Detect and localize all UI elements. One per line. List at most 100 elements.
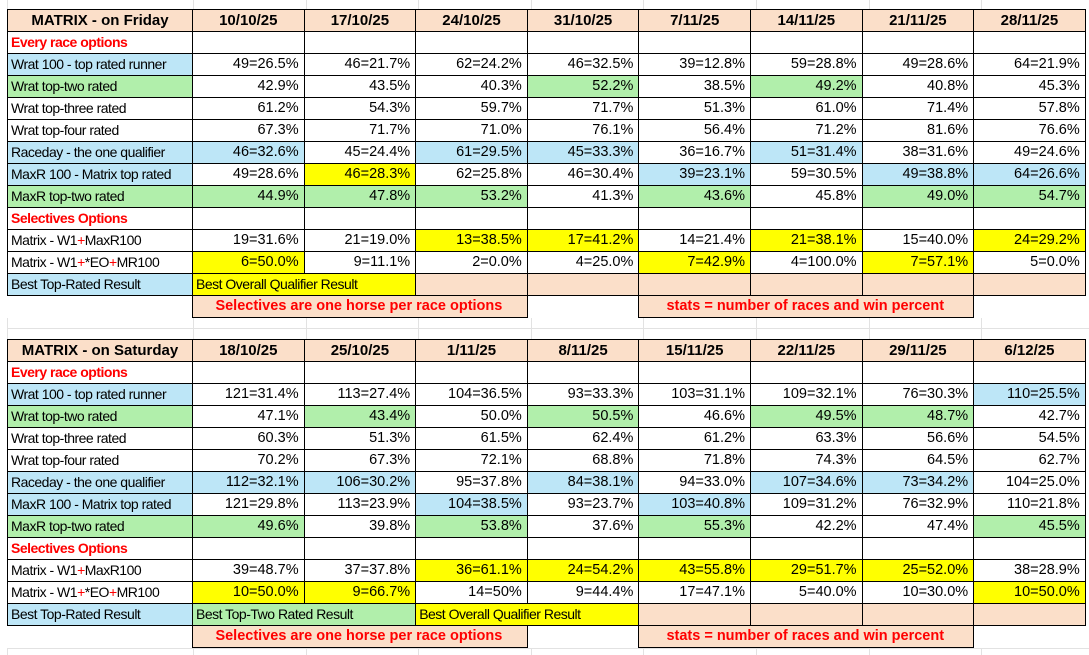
value-cell[interactable]: 67.3% (192, 119, 305, 142)
value-cell[interactable]: 95=37.8% (415, 471, 528, 494)
value-cell[interactable]: 4=100.0% (749, 251, 863, 274)
value-cell[interactable]: 103=31.1% (638, 383, 751, 406)
date-header-cell[interactable]: 14/11/25 (749, 9, 863, 32)
value-cell[interactable]: 68.8% (526, 449, 640, 472)
value-cell[interactable]: 40.8% (861, 75, 975, 98)
value-cell[interactable]: 62.7% (973, 449, 1086, 472)
value-cell[interactable]: 93=23.7% (526, 493, 640, 516)
value-cell[interactable]: 71.8% (638, 449, 751, 472)
value-cell[interactable]: 49=38.8% (861, 163, 975, 186)
row-label-cell[interactable]: Wrat top-two rated (7, 75, 193, 98)
value-cell[interactable]: 19=31.6% (192, 229, 305, 252)
value-cell[interactable]: 46=32.5% (526, 53, 640, 76)
value-cell[interactable]: 50.0% (415, 405, 528, 428)
row-label-cell[interactable]: Matrix - W1+*EO+MR100 (7, 251, 193, 274)
best-result-empty-cell[interactable] (749, 603, 863, 626)
date-header-cell[interactable]: 21/11/25 (861, 9, 975, 32)
value-cell[interactable]: 59=30.5% (749, 163, 863, 186)
row-label-cell[interactable]: Matrix - W1+MaxR100 (7, 559, 193, 582)
row-label-cell[interactable]: Wrat top-two rated (7, 405, 193, 428)
value-cell[interactable]: 61=29.5% (415, 141, 528, 164)
value-cell[interactable]: 38.5% (638, 75, 751, 98)
value-cell[interactable]: 76.6% (973, 119, 1086, 142)
value-cell[interactable]: 43.6% (638, 185, 751, 208)
date-header-cell[interactable]: 7/11/25 (638, 9, 751, 32)
value-cell[interactable]: 61.5% (415, 427, 528, 450)
value-cell[interactable]: 61.0% (749, 97, 863, 120)
value-cell[interactable]: 57.8% (973, 97, 1086, 120)
row-label-cell[interactable]: Wrat top-four rated (7, 119, 193, 142)
value-cell[interactable]: 47.4% (861, 515, 975, 538)
value-cell[interactable]: 43.5% (303, 75, 417, 98)
value-cell[interactable]: 37=37.8% (303, 559, 417, 582)
value-cell[interactable]: 14=50% (415, 581, 528, 604)
value-cell[interactable]: 76=32.9% (861, 493, 975, 516)
empty-cell[interactable] (638, 31, 751, 54)
value-cell[interactable]: 76.1% (526, 119, 640, 142)
row-label-cell[interactable]: Raceday - the one qualifier (7, 471, 193, 494)
value-cell[interactable]: 110=21.8% (973, 493, 1086, 516)
value-cell[interactable]: 70.2% (192, 449, 305, 472)
value-cell[interactable]: 29=51.7% (749, 559, 863, 582)
empty-cell[interactable] (303, 207, 417, 230)
value-cell[interactable]: 47.8% (303, 185, 417, 208)
best-result-empty-cell[interactable] (973, 273, 1086, 296)
value-cell[interactable]: 61.2% (638, 427, 751, 450)
value-cell[interactable]: 5=0.0% (973, 251, 1086, 274)
date-header-cell[interactable]: 29/11/25 (861, 339, 975, 362)
value-cell[interactable]: 46.6% (638, 405, 751, 428)
value-cell[interactable]: 62=24.2% (415, 53, 528, 76)
value-cell[interactable]: 64=21.9% (973, 53, 1086, 76)
value-cell[interactable]: 72.1% (415, 449, 528, 472)
empty-cell[interactable] (638, 537, 751, 560)
best-result-cell[interactable]: Best Overall Qualifier Result (191, 273, 417, 296)
value-cell[interactable]: 67.3% (303, 449, 417, 472)
value-cell[interactable]: 121=31.4% (192, 383, 305, 406)
value-cell[interactable]: 24=54.2% (526, 559, 640, 582)
date-header-cell[interactable]: 25/10/25 (303, 339, 417, 362)
empty-cell[interactable] (526, 361, 640, 384)
value-cell[interactable]: 56.6% (861, 427, 975, 450)
value-cell[interactable]: 110=25.5% (973, 383, 1086, 406)
section-label-cell[interactable]: Every race options (7, 31, 193, 54)
empty-cell[interactable] (192, 31, 305, 54)
empty-cell[interactable] (749, 31, 863, 54)
empty-cell[interactable] (303, 361, 417, 384)
value-cell[interactable]: 4=25.0% (526, 251, 640, 274)
value-cell[interactable]: 7=57.1% (861, 251, 975, 274)
value-cell[interactable]: 50.5% (526, 405, 640, 428)
value-cell[interactable]: 113=27.4% (303, 383, 417, 406)
date-header-cell[interactable]: 24/10/25 (415, 9, 528, 32)
row-label-cell[interactable]: Wrat 100 - top rated runner (7, 53, 193, 76)
value-cell[interactable]: 9=44.4% (526, 581, 640, 604)
value-cell[interactable]: 54.7% (973, 185, 1086, 208)
date-header-cell[interactable]: 15/11/25 (638, 339, 751, 362)
empty-cell[interactable] (526, 207, 640, 230)
value-cell[interactable]: 49=24.6% (973, 141, 1086, 164)
date-header-cell[interactable]: 10/10/25 (192, 9, 305, 32)
value-cell[interactable]: 45=33.3% (526, 141, 640, 164)
value-cell[interactable]: 62.4% (526, 427, 640, 450)
value-cell[interactable]: 40.3% (415, 75, 528, 98)
table-title-cell[interactable]: MATRIX - on Saturday (7, 339, 193, 362)
value-cell[interactable]: 71.0% (415, 119, 528, 142)
row-label-cell[interactable]: Wrat 100 - top rated runner (7, 383, 193, 406)
row-label-cell[interactable]: MaxR top-two rated (7, 515, 193, 538)
best-result-empty-cell[interactable] (415, 273, 528, 296)
best-result-cell[interactable]: Best Top-Two Rated Result (191, 603, 417, 626)
value-cell[interactable]: 10=50.0% (973, 581, 1086, 604)
empty-cell[interactable] (526, 537, 640, 560)
value-cell[interactable]: 45.5% (973, 515, 1086, 538)
best-result-empty-cell[interactable] (861, 273, 975, 296)
value-cell[interactable]: 14=21.4% (638, 229, 751, 252)
value-cell[interactable]: 46=28.3% (303, 163, 417, 186)
value-cell[interactable]: 43.4% (303, 405, 417, 428)
value-cell[interactable]: 15=40.0% (861, 229, 975, 252)
value-cell[interactable]: 46=30.4% (526, 163, 640, 186)
value-cell[interactable]: 9=11.1% (303, 251, 417, 274)
value-cell[interactable]: 49.0% (861, 185, 975, 208)
value-cell[interactable]: 39=48.7% (192, 559, 305, 582)
value-cell[interactable]: 51.3% (303, 427, 417, 450)
value-cell[interactable]: 112=32.1% (192, 471, 305, 494)
empty-cell[interactable] (638, 207, 751, 230)
